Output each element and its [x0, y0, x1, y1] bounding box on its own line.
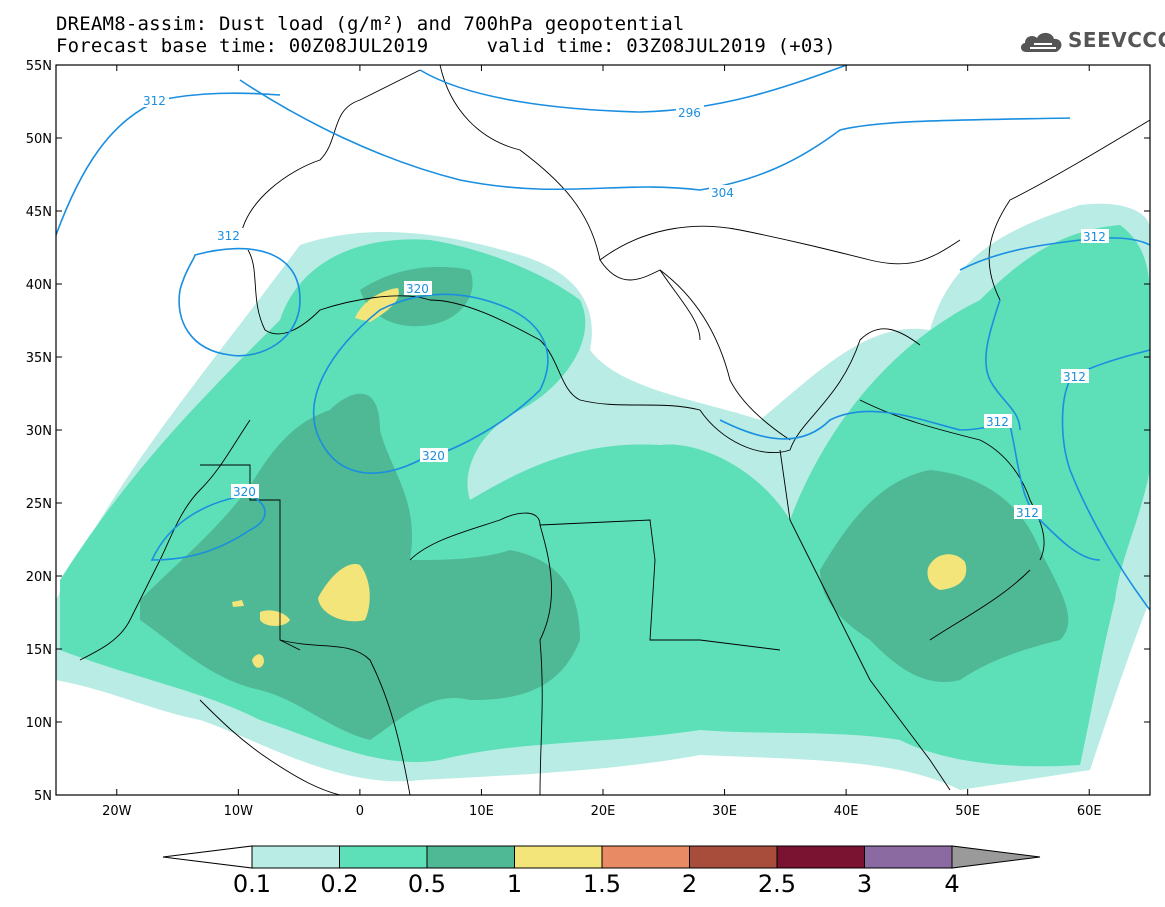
svg-text:312: 312 [986, 415, 1009, 429]
svg-text:320: 320 [233, 485, 256, 499]
lat-tick-label: 10N [26, 716, 52, 731]
colorbar-level-label: 0.5 [408, 870, 446, 898]
lon-tick-label: 50E [955, 804, 980, 819]
svg-text:312: 312 [1063, 370, 1086, 384]
contour-label: 312 [215, 228, 243, 243]
colorbar-segment [514, 845, 603, 869]
lat-tick-label: 40N [26, 278, 52, 293]
lat-tick-label: 5N [34, 789, 52, 804]
lat-tick-label: 35N [26, 351, 52, 366]
dust-fields [56, 203, 1150, 790]
contour-label: 320 [404, 281, 432, 296]
country-borders [79, 65, 1150, 795]
map-title: DREAM8-assim: Dust load (g/m²) and 700hP… [56, 13, 685, 35]
lon-tick-label: 0 [356, 804, 364, 819]
contour-label: 312 [141, 93, 169, 108]
svg-text:312: 312 [1016, 506, 1039, 520]
contour-label: 312 [1061, 369, 1089, 384]
contour-labels: 312 296 304 312 320 320 320 312 312 312 … [141, 93, 1109, 520]
colorbar-segment [601, 845, 690, 869]
colorbar-level-label: 1.5 [583, 870, 621, 898]
svg-text:296: 296 [678, 106, 701, 120]
colorbar-segment [426, 845, 515, 869]
lat-tick-label: 30N [26, 424, 52, 439]
lon-tick-label: 10E [469, 804, 494, 819]
lat-tick-label: 15N [26, 643, 52, 658]
colorbar: 0.1 0.2 0.5 1 1.5 2 2.5 3 4 [162, 845, 1041, 898]
contour-label: 312 [1081, 229, 1109, 244]
svg-text:312: 312 [217, 229, 240, 243]
colorbar-level-label: 2 [682, 870, 697, 898]
colorbar-segment [864, 845, 953, 869]
colorbar-segment [689, 845, 778, 869]
lat-tick-label: 45N [26, 205, 52, 220]
longitude-axis: 20W 10W 0 10E 20E 30E 40E 50E 60E [102, 65, 1102, 819]
dust-level-1-arabia [927, 554, 967, 590]
contour-label: 320 [420, 448, 448, 463]
lon-tick-label: 60E [1077, 804, 1102, 819]
lat-tick-label: 25N [26, 497, 52, 512]
lat-tick-label: 20N [26, 570, 52, 585]
svg-text:304: 304 [711, 186, 734, 200]
colorbar-level-label: 2.5 [758, 870, 796, 898]
svg-text:312: 312 [143, 94, 166, 108]
lat-tick-label: 50N [26, 132, 52, 147]
geopotential-contours [56, 65, 1150, 611]
colorbar-level-label: 3 [857, 870, 872, 898]
svg-text:320: 320 [422, 449, 445, 463]
latitude-axis: 55N 50N 45N 40N 35N 30N 25N 20N 15N 10N 5N [26, 59, 1150, 804]
lon-tick-label: 20W [102, 804, 132, 819]
dust-level-1-west3 [232, 600, 244, 607]
colorbar-segment [776, 845, 865, 869]
contour-label: 320 [231, 484, 259, 499]
colorbar-level-label: 4 [944, 870, 959, 898]
contour-label: 304 [709, 185, 737, 200]
colorbar-segment [339, 845, 428, 869]
colorbar-low-extend [162, 845, 253, 869]
cloud-icon [1020, 32, 1062, 52]
forecast-time-line: Forecast base time: 00Z08JUL2019 valid t… [56, 35, 836, 57]
lon-tick-label: 30E [712, 804, 737, 819]
lon-tick-label: 20E [591, 804, 616, 819]
dust-level-1-sahara [318, 564, 370, 622]
svg-text:320: 320 [406, 282, 429, 296]
colorbar-level-label: 1 [507, 870, 522, 898]
colorbar-segment [251, 845, 340, 869]
colorbar-high-extend [951, 845, 1041, 869]
logo-text: SEEVCCC [1068, 28, 1165, 52]
contour-label: 312 [1014, 505, 1042, 520]
dust-level-1-west [260, 610, 290, 626]
contour-label: 296 [676, 105, 704, 120]
svg-text:312: 312 [1083, 230, 1106, 244]
colorbar-level-label: 0.2 [320, 870, 358, 898]
lat-tick-label: 55N [26, 59, 52, 74]
lon-tick-label: 40E [834, 804, 859, 819]
lon-tick-label: 10W [224, 804, 254, 819]
colorbar-level-label: 0.1 [233, 870, 271, 898]
seevccc-logo: SEEVCCC [1018, 26, 1165, 56]
contour-label: 312 [984, 414, 1012, 429]
dust-level-1-west2 [252, 654, 264, 668]
